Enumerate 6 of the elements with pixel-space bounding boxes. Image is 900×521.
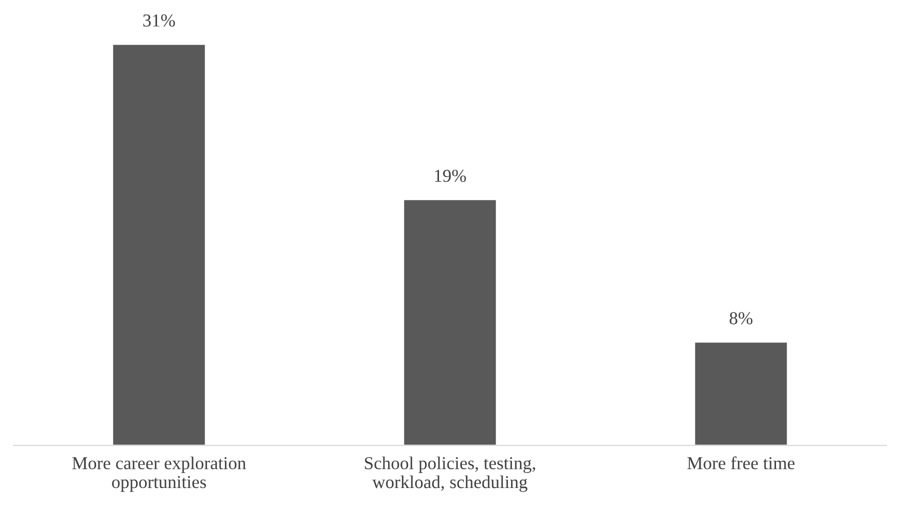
data-label: 31% [143,14,175,27]
data-label: 8% [730,312,752,324]
x-tick-label: School policies, testing, workload, scheduling [364,456,536,492]
x-tick-label: More free time [687,456,795,470]
x-tick-label: More career exploration opportunities [72,456,246,492]
data-label: 19% [435,170,466,182]
